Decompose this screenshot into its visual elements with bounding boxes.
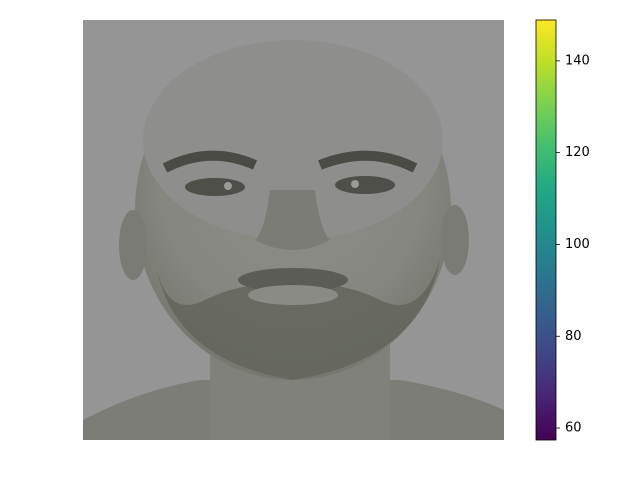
colorbar-tick-label: 120 xyxy=(565,145,590,160)
colorbar-tick-label: 100 xyxy=(565,237,590,252)
colorbar-tick-label: 60 xyxy=(565,421,582,436)
colorbar xyxy=(535,19,557,441)
colorbar-tick-label: 140 xyxy=(565,53,590,68)
image xyxy=(83,20,504,440)
colorbar-tick-label: 80 xyxy=(565,329,582,344)
